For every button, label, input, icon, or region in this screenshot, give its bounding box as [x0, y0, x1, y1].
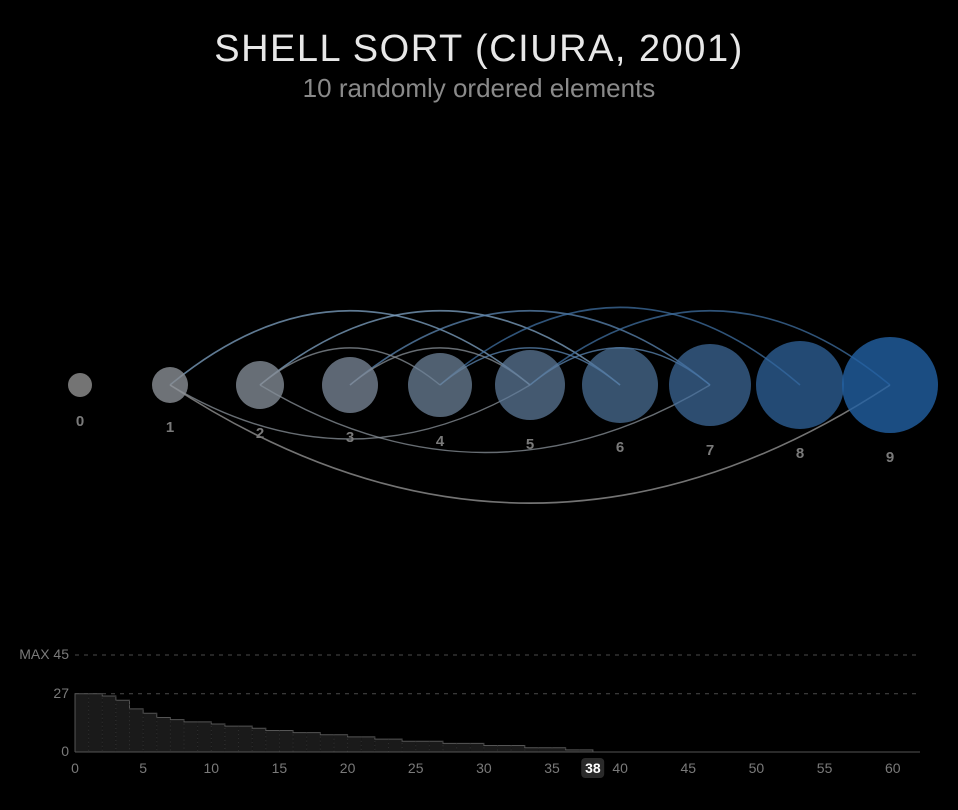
histogram: MAX 45 27 00 5 10 15 20 25 30 35 40 45 50 55 60 38 [0, 610, 958, 790]
node-index-label: 7 [700, 442, 720, 459]
node-index-label: 2 [250, 425, 270, 442]
hist-x-tick-label: 45 [681, 760, 697, 776]
hist-x-tick-label: 30 [476, 760, 492, 776]
sort-visualization: 0 1 2 3 4 5 6 7 8 9 [0, 180, 958, 600]
hist-bar [307, 733, 321, 752]
hist-bar [89, 694, 103, 752]
element-node [408, 353, 472, 417]
node-index-label: 1 [160, 419, 180, 436]
node-index-label: 4 [430, 433, 450, 450]
hist-bar [198, 722, 212, 752]
hist-x-tick-label: 10 [203, 760, 219, 776]
page-subtitle: 10 randomly ordered elements [0, 73, 958, 104]
hist-y-tick-label: 27 [9, 685, 69, 701]
element-node [582, 347, 658, 423]
page-title: SHELL SORT (CIURA, 2001) [0, 28, 958, 71]
hist-bar [334, 735, 348, 752]
hist-bar [416, 741, 430, 752]
element-node [152, 367, 188, 403]
hist-bar [375, 739, 389, 752]
hist-bar [252, 728, 266, 752]
hist-bar [279, 730, 293, 752]
hist-bar [470, 743, 484, 752]
hist-bar [225, 726, 239, 752]
element-node [842, 337, 938, 433]
element-node [236, 361, 284, 409]
hist-bar [143, 713, 157, 752]
hist-bar [402, 741, 416, 752]
hist-x-tick-label: 20 [340, 760, 356, 776]
element-node [669, 344, 751, 426]
hist-bar [211, 724, 225, 752]
node-index-label: 6 [610, 439, 630, 456]
node-index-label: 5 [520, 436, 540, 453]
hist-current-x-label: 38 [581, 758, 605, 778]
hist-bar [388, 739, 402, 752]
hist-x-tick-label: 60 [885, 760, 901, 776]
hist-x-tick-label: 55 [817, 760, 833, 776]
hist-x-tick-label: 5 [139, 760, 147, 776]
hist-x-tick-label: 15 [272, 760, 288, 776]
node-index-label: 3 [340, 429, 360, 446]
hist-y-tick-label: 0 [9, 743, 69, 759]
hist-bar [116, 700, 130, 752]
hist-bar [130, 709, 144, 752]
element-node [756, 341, 844, 429]
hist-x-tick-label: 40 [612, 760, 628, 776]
hist-bar [443, 743, 457, 752]
hist-x-tick-label: 0 [71, 760, 79, 776]
hist-bar [361, 737, 375, 752]
node-index-label: 8 [790, 445, 810, 462]
hist-bar [293, 733, 307, 752]
element-node [495, 350, 565, 420]
hist-x-tick-label: 25 [408, 760, 424, 776]
hist-bar [552, 748, 566, 752]
element-node [68, 373, 92, 397]
hist-bar [348, 737, 362, 752]
element-node [322, 357, 378, 413]
hist-bar [239, 726, 253, 752]
hist-bar [184, 722, 198, 752]
hist-bar [525, 748, 539, 752]
hist-bar [170, 720, 184, 752]
node-index-label: 0 [70, 413, 90, 430]
hist-bar [320, 735, 334, 752]
hist-x-tick-label: 50 [749, 760, 765, 776]
hist-bar [75, 694, 89, 752]
hist-bar [266, 730, 280, 752]
hist-bar [429, 741, 443, 752]
hist-bar [157, 718, 171, 752]
hist-bar [457, 743, 471, 752]
hist-x-tick-label: 35 [544, 760, 560, 776]
hist-bar [102, 696, 116, 752]
arc-diagram-svg [0, 180, 958, 600]
hist-bar [538, 748, 552, 752]
hist-bar [484, 746, 498, 752]
header: SHELL SORT (CIURA, 2001) 10 randomly ord… [0, 0, 958, 104]
hist-bar [511, 746, 525, 752]
node-index-label: 9 [880, 449, 900, 466]
hist-y-tick-label: MAX 45 [9, 646, 69, 662]
hist-bar [498, 746, 512, 752]
